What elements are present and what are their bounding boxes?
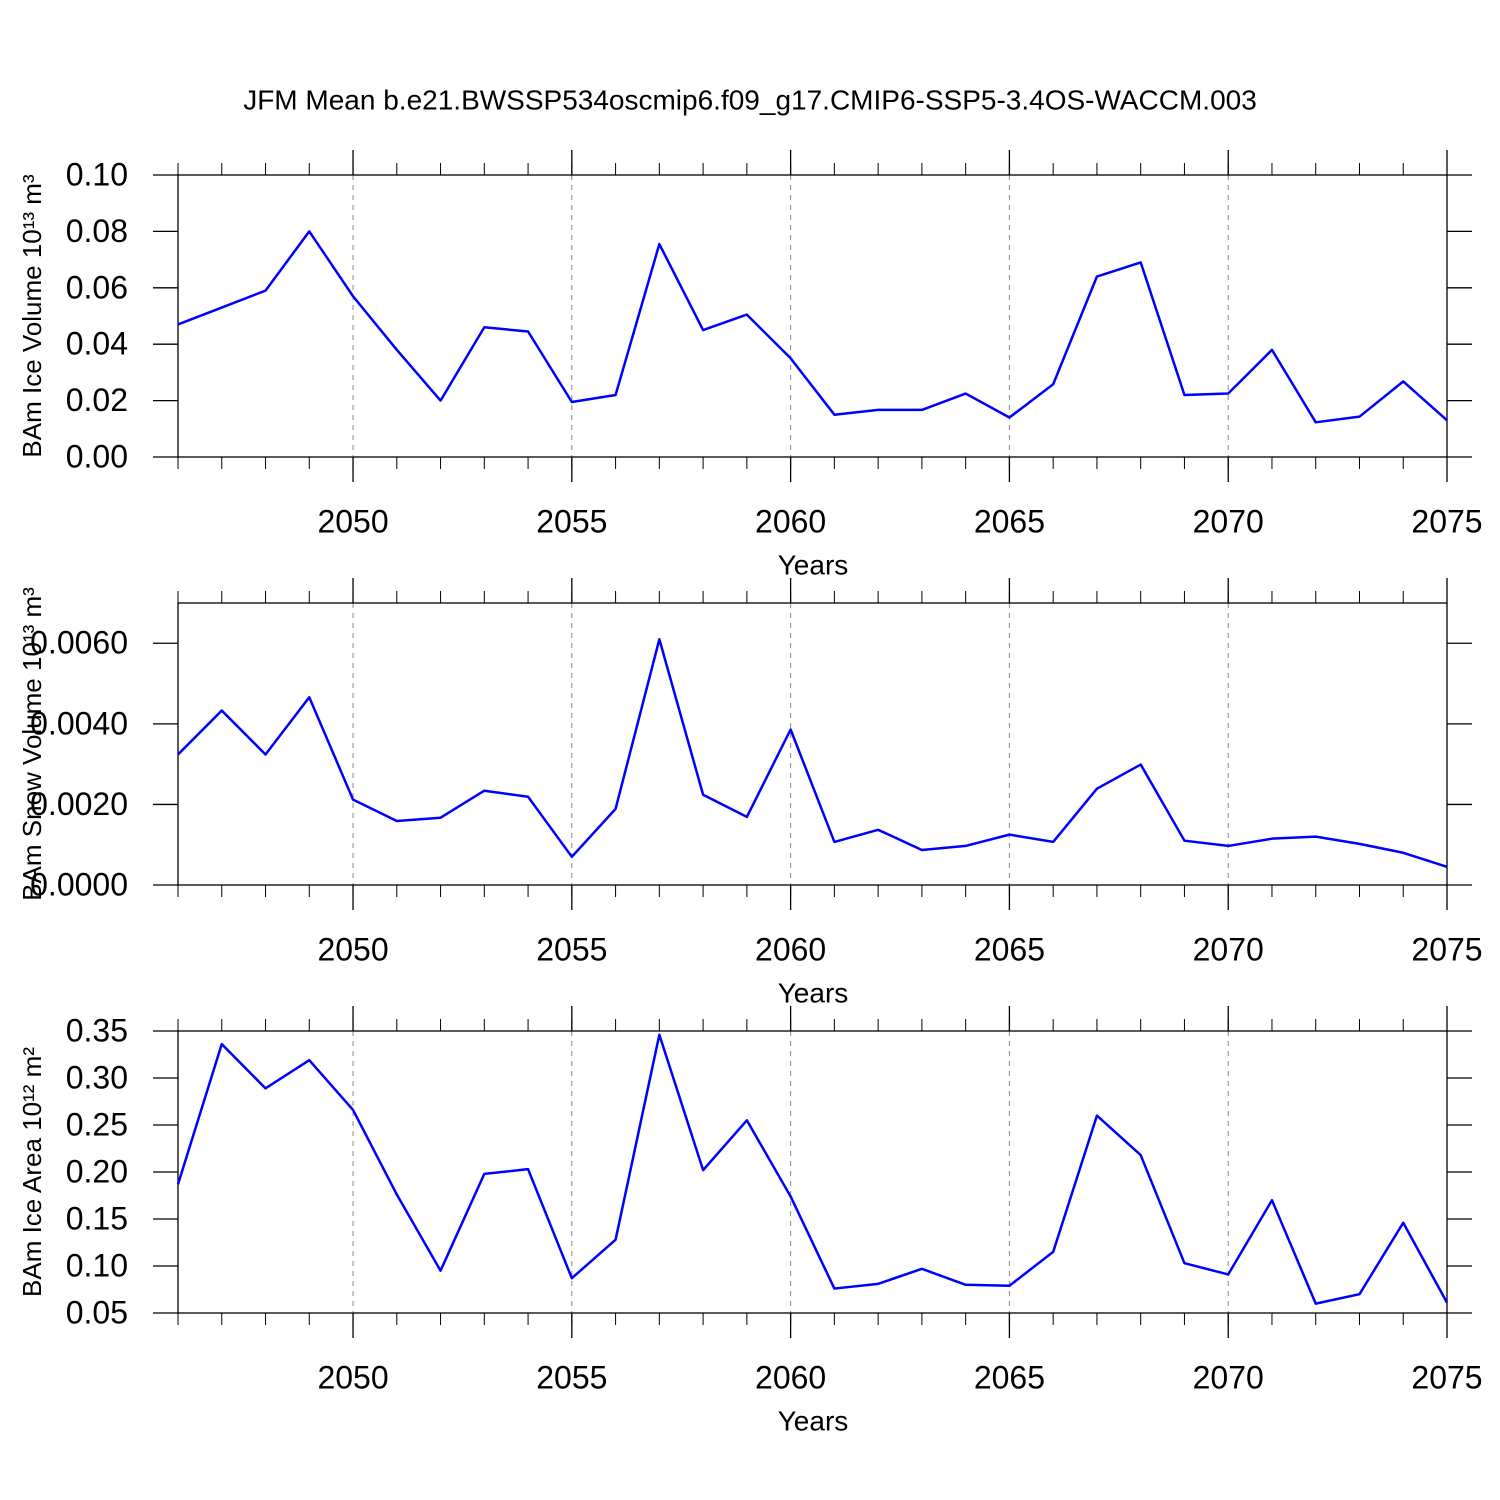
y-tick-label: 0.10 — [66, 156, 128, 192]
x-tick-label: 2050 — [317, 503, 388, 539]
plot-frame — [177, 602, 1448, 886]
y-tick-label: 0.00 — [66, 438, 128, 474]
x-tick-label: 2060 — [755, 1359, 826, 1395]
y-tick-label: 0.20 — [66, 1153, 128, 1189]
y-tick-label: 0.04 — [66, 326, 128, 362]
y-tick-label: 0.0000 — [30, 866, 128, 902]
data-line — [177, 638, 1448, 869]
y-tick-label: 0.02 — [66, 382, 128, 418]
data-line — [177, 230, 1448, 424]
x-tick-label: 2060 — [755, 931, 826, 967]
y-tick-label: 0.30 — [66, 1059, 128, 1095]
y-tick-label: 0.25 — [66, 1106, 128, 1142]
x-tick-label: 2055 — [536, 1359, 607, 1395]
x-tick-label: 2065 — [974, 1359, 1045, 1395]
x-axis-label: Years — [778, 1405, 849, 1436]
x-tick-label: 2050 — [317, 931, 388, 967]
y-axis-label: BAm Snow Volume 10¹³ m³ — [17, 587, 47, 901]
x-tick-label: 2070 — [1193, 1359, 1264, 1395]
y-tick-label: 0.0060 — [30, 625, 128, 661]
plot-frame — [177, 1030, 1448, 1314]
x-axis-label: Years — [778, 549, 849, 580]
x-tick-label: 2075 — [1411, 1359, 1482, 1395]
data-line — [176, 1033, 1449, 1305]
x-tick-label: 2050 — [317, 1359, 388, 1395]
x-tick-label: 2060 — [755, 503, 826, 539]
x-tick-label: 2065 — [974, 931, 1045, 967]
y-tick-label: 0.0020 — [30, 786, 128, 822]
x-tick-label: 2075 — [1411, 931, 1482, 967]
y-tick-label: 0.05 — [66, 1294, 128, 1330]
x-axis-label: Years — [778, 977, 849, 1008]
plot-frame — [177, 174, 1448, 458]
y-axis-label: BAm Ice Area 10¹² m² — [17, 1047, 47, 1297]
y-axis-label: BAm Ice Volume 10¹³ m³ — [17, 174, 47, 458]
y-tick-label: 0.10 — [66, 1247, 128, 1283]
figure-title: JFM Mean b.e21.BWSSP534oscmip6.f09_g17.C… — [243, 84, 1257, 115]
y-tick-label: 0.15 — [66, 1200, 128, 1236]
x-tick-label: 2070 — [1193, 503, 1264, 539]
x-tick-label: 2055 — [536, 503, 607, 539]
y-tick-label: 0.06 — [66, 269, 128, 305]
x-tick-label: 2055 — [536, 931, 607, 967]
y-tick-label: 0.08 — [66, 213, 128, 249]
y-tick-label: 0.0040 — [30, 705, 128, 741]
x-tick-label: 2070 — [1193, 931, 1264, 967]
y-tick-label: 0.35 — [66, 1012, 128, 1048]
x-tick-label: 2065 — [974, 503, 1045, 539]
x-tick-label: 2075 — [1411, 503, 1482, 539]
